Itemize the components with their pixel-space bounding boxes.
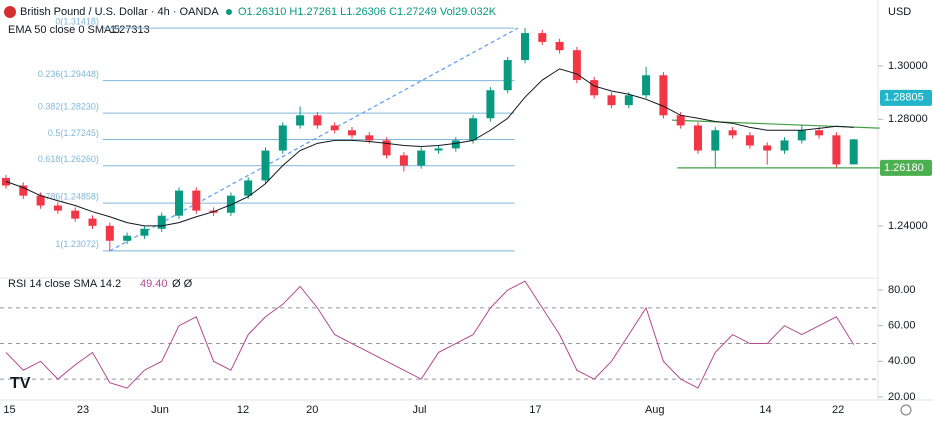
candle-body: [486, 90, 495, 119]
candle-body: [53, 205, 62, 211]
rsi-line: [5, 280, 855, 389]
fib-label: 0.786(1.24858): [38, 192, 99, 202]
x-tick-label: 17: [529, 404, 541, 416]
candle-body: [469, 118, 478, 141]
x-tick-label: 20: [306, 404, 318, 416]
tv-logo: TV: [10, 375, 31, 392]
y-tick-label: 40.00: [888, 355, 916, 367]
price-tag: [880, 89, 932, 106]
candle-body: [538, 33, 547, 42]
candle-body: [572, 50, 581, 81]
candle-body: [555, 41, 564, 51]
candle-body: [417, 150, 426, 166]
candle-body: [175, 190, 183, 216]
settings-icon[interactable]: [900, 404, 912, 416]
candle-body: [88, 218, 97, 226]
candle-body: [382, 140, 391, 156]
candle-body: [19, 185, 28, 196]
y-tick-label: 1.30000: [888, 60, 928, 72]
indicator-value: 1.27313: [110, 24, 150, 36]
candle-body: [728, 130, 737, 136]
candle-body: [642, 75, 651, 96]
price-tag: [880, 159, 932, 176]
candle-body: [624, 95, 633, 106]
candle-body: [815, 130, 824, 136]
symbol-title: British Pound / U.S. Dollar · 4h · OANDA: [20, 6, 219, 18]
candle-body: [278, 125, 287, 151]
x-tick-label: 14: [759, 404, 771, 416]
indicator-label: EMA 50 close 0 SMA 5: [8, 24, 120, 36]
candle-body: [503, 60, 512, 91]
ohlc: O1.26310 H1.27261 L1.26306 C1.27249 Vol2…: [238, 6, 497, 18]
candle-body: [330, 125, 339, 131]
candle-body: [590, 80, 599, 96]
x-tick-label: Jul: [412, 404, 426, 416]
candle-body: [261, 150, 270, 181]
x-tick-label: 23: [77, 404, 89, 416]
currency[interactable]: USD: [888, 6, 911, 18]
price-tag-label: 1.26180: [884, 162, 924, 174]
x-tick-label: Aug: [645, 404, 665, 416]
candle-body: [348, 130, 356, 136]
x-tick-label: Jun: [151, 404, 169, 416]
fib-label: 0.5(1.27245): [48, 128, 99, 138]
x-tick-label: 22: [832, 404, 844, 416]
candle-body: [711, 130, 720, 151]
fib-label: 1(1.23072): [55, 239, 99, 249]
candle-body: [780, 140, 789, 151]
rsi-value: 49.40: [140, 278, 168, 290]
candle-body: [140, 228, 149, 236]
candle-body: [123, 235, 132, 241]
fib-label: 0.236(1.29448): [38, 69, 99, 79]
candle-body: [192, 190, 201, 211]
y-tick-label: 80.00: [888, 284, 916, 296]
fib-label: 0.382(1.28230): [38, 102, 99, 112]
candle-body: [244, 180, 253, 196]
candle-body: [659, 75, 668, 116]
candle-body: [451, 140, 460, 149]
y-tick-label: 60.00: [888, 320, 916, 332]
ema-line: [5, 68, 854, 227]
rsi-title: RSI 14 close SMA 14.2: [8, 278, 121, 290]
fib-label: 0(1.31418): [55, 16, 99, 26]
candle-body: [521, 33, 529, 61]
candle-body: [313, 115, 322, 126]
status-dot: [226, 9, 232, 15]
candle-body: [296, 115, 305, 126]
price-tag-label: 1.28805: [884, 92, 924, 104]
candle-body: [607, 95, 616, 106]
candle-body: [745, 135, 754, 146]
candle-body: [157, 215, 166, 229]
candle-body: [71, 210, 80, 219]
candle-body: [832, 135, 841, 165]
candle-body: [36, 195, 45, 206]
symbol-icon: [4, 6, 16, 18]
x-tick-label: 12: [237, 404, 249, 416]
y-tick-label: 20.00: [888, 391, 916, 403]
candle-body: [797, 130, 806, 141]
candle-body: [105, 225, 114, 241]
rsi-extra: Ø Ø: [172, 278, 193, 290]
candle-body: [849, 139, 858, 165]
candle-body: [434, 148, 443, 151]
x-tick-label: 15: [3, 404, 15, 416]
y-tick-label: 1.28000: [888, 113, 928, 125]
y-tick-label: 1.24000: [888, 220, 928, 232]
candle-body: [763, 145, 772, 151]
candle-body: [694, 125, 702, 151]
candle-body: [399, 155, 408, 166]
candle-body: [676, 115, 685, 126]
candle-body: [365, 135, 374, 141]
fib-label: 0.618(1.26260): [38, 154, 99, 164]
